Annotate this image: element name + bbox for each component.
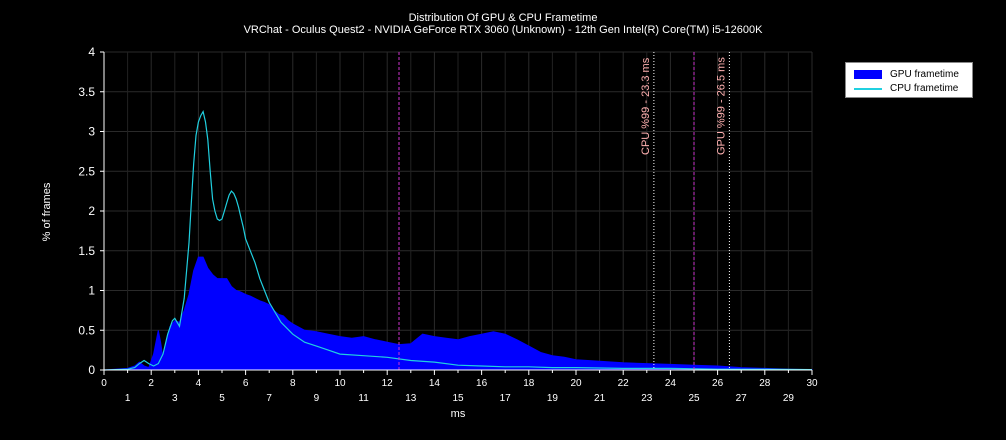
axes-layer: 00.511.522.533.540 2 4 6 8 10 12 14 16 18 20 22 24 26…	[78, 45, 818, 404]
y-tick-label: 3.5	[78, 85, 95, 99]
percentile-marker-label: CPU %99 - 23.3 ms	[640, 57, 652, 155]
x-tick-label-minor: 23	[641, 393, 653, 404]
chart-title: Distribution Of GPU & CPU Frametime	[408, 12, 598, 24]
x-tick-label-major: 26	[712, 378, 724, 389]
y-tick-label: 3	[88, 125, 95, 139]
x-tick-label-minor: 17	[500, 393, 512, 404]
gpu-frametime-area	[103, 256, 813, 371]
y-tick-label: 0.5	[78, 323, 95, 337]
x-tick-label-major: 20	[570, 378, 582, 389]
y-tick-label: 2	[88, 204, 95, 218]
series-layer	[103, 109, 813, 371]
x-tick-label-major: 14	[429, 378, 441, 389]
x-tick-label-minor: 29	[783, 393, 795, 404]
y-axis-label: % of frames	[41, 182, 53, 241]
cpu-frametime-line	[103, 109, 813, 371]
x-tick-label-minor: 7	[266, 393, 272, 404]
legend-swatch-gpu	[854, 70, 882, 79]
x-tick-label-major: 22	[618, 378, 630, 389]
legend-label-cpu: CPU frametime	[890, 83, 959, 94]
x-tick-label-minor: 11	[358, 393, 369, 404]
x-axis-label: ms	[451, 408, 466, 420]
x-tick-label-major: 30	[806, 378, 818, 389]
x-tick-label-major: 6	[243, 378, 249, 389]
x-tick-label-minor: 27	[736, 393, 748, 404]
percentile-marker-label: GPU %99 - 26.5 ms	[715, 57, 727, 155]
x-tick-label-minor: 9	[314, 393, 320, 404]
legend: GPU frametime CPU frametime	[845, 62, 973, 98]
y-tick-label: 1.5	[78, 244, 95, 258]
legend-swatch-cpu	[854, 88, 882, 90]
x-tick-label-minor: 5	[219, 393, 225, 404]
x-tick-label-major: 0	[101, 378, 107, 389]
y-tick-label: 1	[88, 284, 95, 298]
x-tick-label-minor: 1	[125, 393, 131, 404]
legend-label-gpu: GPU frametime	[890, 69, 959, 80]
y-tick-label: 4	[88, 45, 95, 59]
x-tick-label-minor: 15	[452, 393, 464, 404]
chart-subtitle: VRChat - Oculus Quest2 - NVIDIA GeForce …	[243, 24, 763, 36]
x-tick-label-minor: 3	[172, 393, 178, 404]
x-tick-label-major: 18	[523, 378, 535, 389]
x-tick-label-minor: 21	[594, 393, 606, 404]
x-tick-label-minor: 19	[547, 393, 559, 404]
x-tick-label-major: 8	[290, 378, 296, 389]
y-tick-label: 0	[88, 363, 95, 377]
x-tick-label-minor: 13	[405, 393, 417, 404]
x-tick-label-major: 12	[382, 378, 394, 389]
x-tick-label-major: 16	[476, 378, 488, 389]
x-tick-label-minor: 25	[688, 393, 700, 404]
x-tick-label-major: 4	[196, 378, 202, 389]
x-tick-label-major: 28	[759, 378, 771, 389]
x-tick-label-major: 10	[334, 378, 346, 389]
x-tick-label-major: 2	[148, 378, 154, 389]
y-tick-label: 2.5	[78, 164, 95, 178]
marker-layer: CPU %99 - 23.3 ms GPU %99 - 26.5 ms	[398, 52, 730, 370]
x-tick-label-major: 24	[665, 378, 677, 389]
